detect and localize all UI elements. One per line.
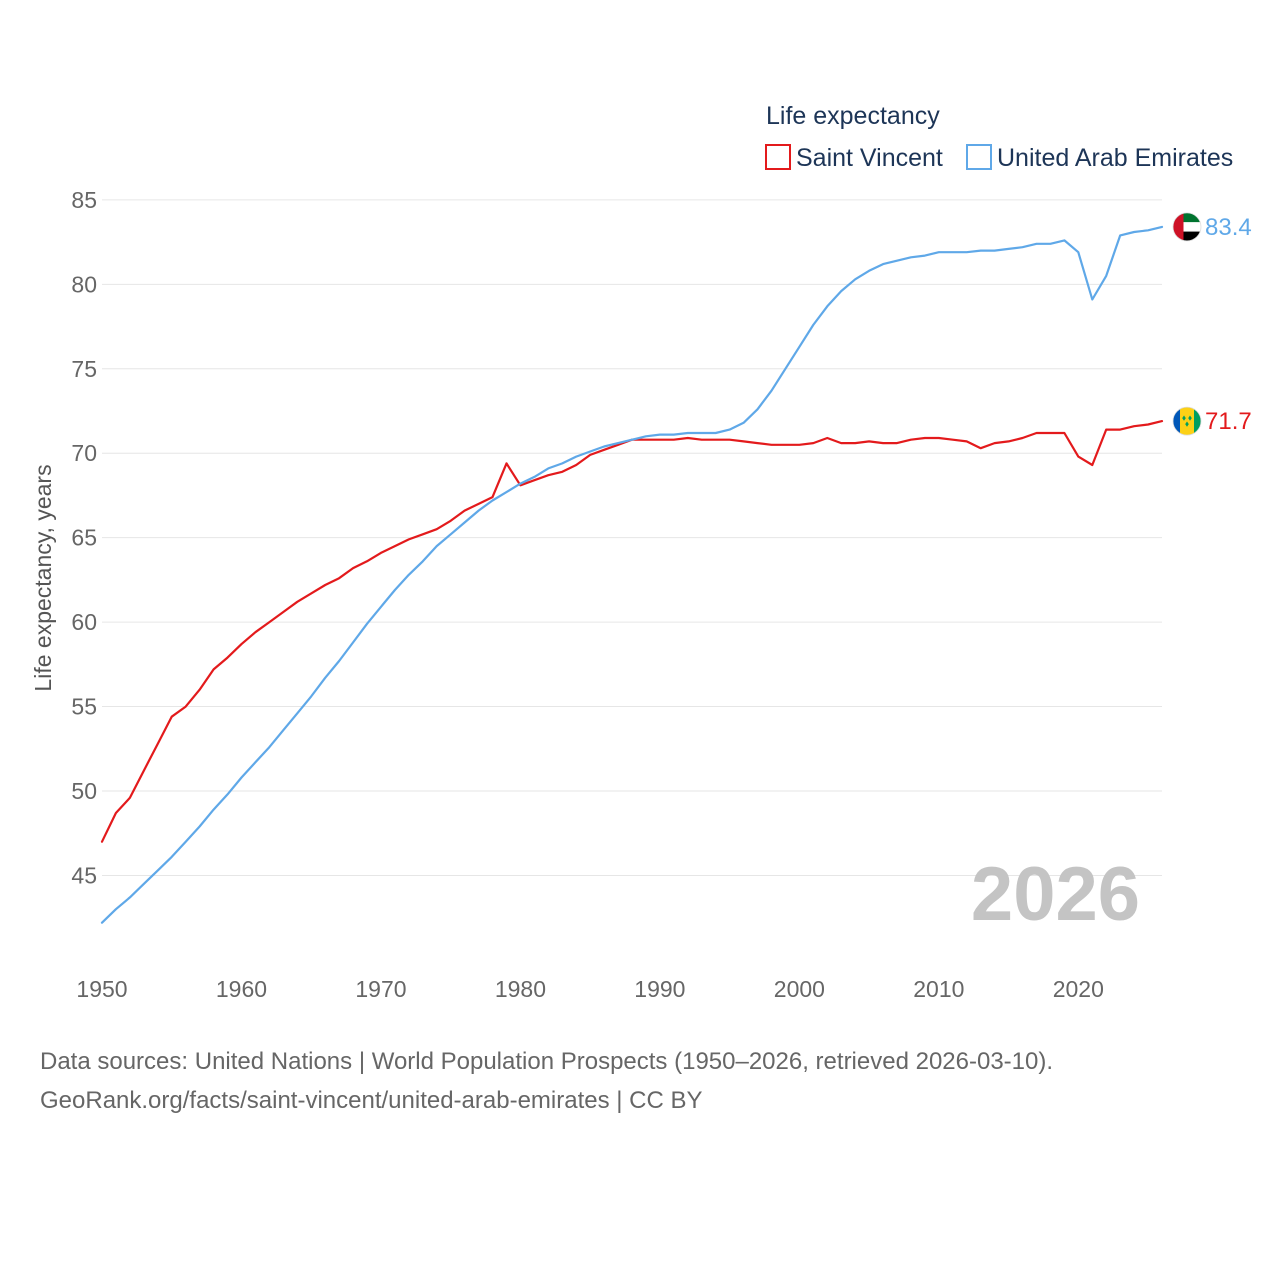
y-axis-label: Life expectancy, years	[30, 464, 56, 691]
legend-swatch-saint-vincent	[765, 144, 791, 170]
y-tick-label: 85	[71, 187, 97, 213]
end-labels: 71.7 83.4	[1172, 212, 1252, 436]
source-line-1: Data sources: United Nations | World Pop…	[40, 1048, 1054, 1075]
end-value-label: 71.7	[1205, 408, 1252, 435]
legend-item-saint-vincent[interactable]: Saint Vincent	[765, 144, 943, 172]
y-tick-label: 50	[71, 778, 97, 804]
y-tick-label: 65	[71, 525, 97, 551]
x-tick-label: 1990	[634, 976, 685, 1002]
life-expectancy-chart: 45 50 55 60 65 70 75 80 85 1950 1960 1970 1980 1990 2…	[30, 102, 1252, 1002]
legend-swatch-uae	[966, 144, 992, 170]
series-line-uae[interactable]	[100, 225, 1164, 924]
y-axis-ticks: 45 50 55 60 65 70 75 80 85	[71, 187, 97, 889]
x-tick-label: 1980	[495, 976, 546, 1002]
gridlines	[102, 199, 1162, 876]
source-line-2: GeoRank.org/facts/saint-vincent/united-a…	[40, 1087, 703, 1114]
year-watermark: 2026	[971, 852, 1140, 937]
series-line-saint-vincent[interactable]	[100, 420, 1164, 843]
end-value-label: 83.4	[1205, 214, 1252, 241]
x-tick-label: 1960	[216, 976, 267, 1002]
x-tick-label: 2010	[913, 976, 964, 1002]
legend-label-uae: United Arab Emirates	[997, 144, 1233, 172]
legend-title: Life expectancy	[766, 102, 940, 130]
y-tick-label: 60	[71, 609, 97, 635]
y-tick-label: 55	[71, 694, 97, 720]
legend-label-saint-vincent: Saint Vincent	[796, 144, 943, 172]
x-tick-label: 2000	[774, 976, 825, 1002]
y-tick-label: 80	[71, 271, 97, 297]
y-tick-label: 70	[71, 440, 97, 466]
x-axis-ticks: 1950 1960 1970 1980 1990 2000 2010 2020	[76, 976, 1103, 1002]
x-tick-label: 1950	[76, 976, 127, 1002]
x-tick-label: 1970	[355, 976, 406, 1002]
x-tick-label: 2020	[1053, 976, 1104, 1002]
saint-vincent-flag-icon	[1172, 406, 1202, 436]
legend-item-uae[interactable]: United Arab Emirates	[966, 144, 1233, 172]
uae-flag-icon	[1172, 212, 1202, 242]
y-tick-label: 75	[71, 356, 97, 382]
y-tick-label: 45	[71, 862, 97, 888]
source-notes: Data sources: United Nations | World Pop…	[40, 1042, 1053, 1120]
series-lines	[100, 225, 1164, 924]
